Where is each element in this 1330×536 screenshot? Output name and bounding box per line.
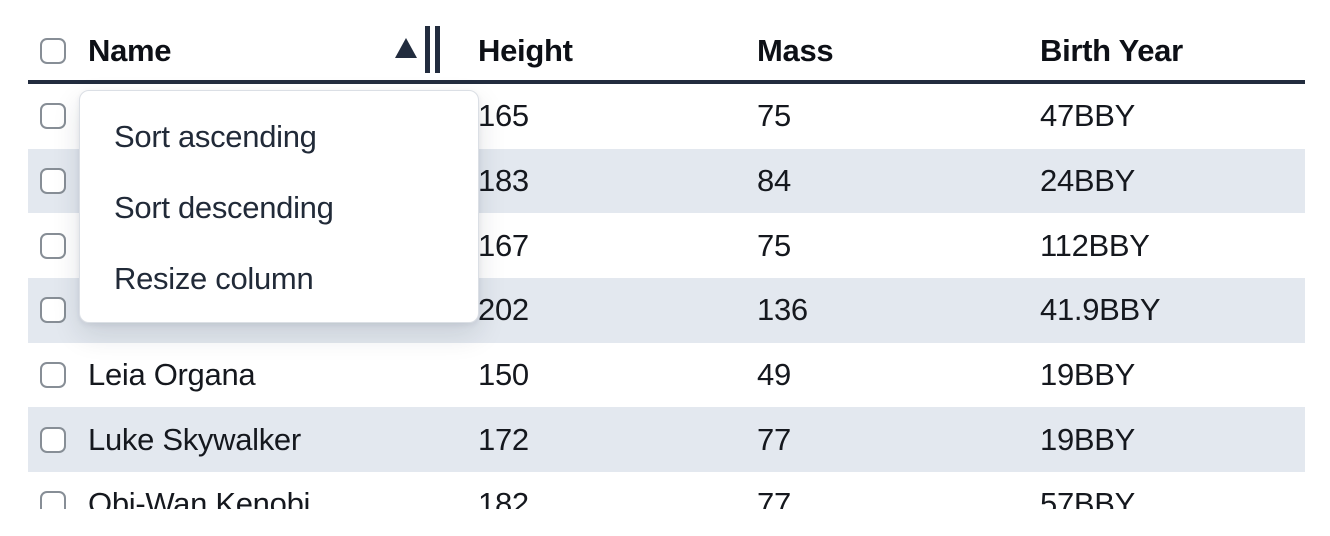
cell-mass: 84 xyxy=(757,163,791,199)
column-header-mass-label: Mass xyxy=(757,33,834,68)
column-resize-handle[interactable] xyxy=(425,26,440,73)
menu-item-label: Resize column xyxy=(114,260,314,296)
menu-item-sort-descending[interactable]: Sort descending xyxy=(80,172,478,243)
cell-mass: 75 xyxy=(757,227,791,263)
cell-height: 172 xyxy=(478,421,529,457)
cell-birth-year: 19BBY xyxy=(1040,421,1136,457)
cell-mass: 75 xyxy=(757,98,791,134)
row-checkbox[interactable] xyxy=(40,168,66,195)
row-checkbox[interactable] xyxy=(40,362,66,389)
table-row[interactable]: Obi-Wan Kenobi 182 77 57BBY xyxy=(28,472,1305,509)
menu-item-label: Sort ascending xyxy=(114,118,317,154)
table-row[interactable]: 165 75 47BBY xyxy=(28,84,1305,149)
column-context-menu: Sort ascending Sort descending Resize co… xyxy=(79,90,479,323)
row-checkbox[interactable] xyxy=(40,297,66,324)
cell-height: 182 xyxy=(478,486,529,509)
cell-height: 202 xyxy=(478,292,529,328)
column-header-height[interactable]: Height xyxy=(462,33,740,69)
cell-height: 150 xyxy=(478,357,529,393)
table-body: 165 75 47BBY 183 84 24BBY 167 75 112BBY … xyxy=(28,84,1305,509)
menu-item-sort-ascending[interactable]: Sort ascending xyxy=(80,101,478,172)
table-row[interactable]: Leia Organa 150 49 19BBY xyxy=(28,343,1305,408)
menu-item-label: Sort descending xyxy=(114,189,334,225)
cell-height: 167 xyxy=(478,227,529,263)
row-checkbox[interactable] xyxy=(40,232,66,259)
cell-name: Obi-Wan Kenobi xyxy=(88,486,311,509)
cell-birth-year: 24BBY xyxy=(1040,163,1136,199)
column-header-height-label: Height xyxy=(478,33,573,68)
select-all-cell xyxy=(28,38,78,64)
cell-mass: 77 xyxy=(757,486,791,509)
cell-birth-year: 19BBY xyxy=(1040,357,1136,393)
select-all-checkbox[interactable] xyxy=(40,38,66,64)
cell-mass: 136 xyxy=(757,292,808,328)
column-header-mass[interactable]: Mass xyxy=(740,33,1024,69)
row-checkbox[interactable] xyxy=(40,491,66,509)
table-header-row: Name Height Mass Birth Year xyxy=(28,0,1305,84)
cell-mass: 49 xyxy=(757,357,791,393)
cell-birth-year: 57BBY xyxy=(1040,486,1136,509)
cell-birth-year: 112BBY xyxy=(1040,227,1150,263)
row-checkbox[interactable] xyxy=(40,426,66,453)
cell-birth-year: 41.9BBY xyxy=(1040,292,1161,328)
column-header-birth-year[interactable]: Birth Year xyxy=(1024,33,1305,69)
cell-height: 165 xyxy=(478,98,529,134)
table-viewport: Name Height Mass Birth Year xyxy=(28,0,1305,509)
sort-ascending-icon xyxy=(395,38,417,58)
data-table: Name Height Mass Birth Year xyxy=(28,0,1305,509)
column-header-name[interactable]: Name xyxy=(78,33,462,69)
table-row[interactable]: 167 75 112BBY xyxy=(28,213,1305,278)
column-header-name-label: Name xyxy=(88,33,172,68)
table-row[interactable]: Luke Skywalker 172 77 19BBY xyxy=(28,407,1305,473)
cell-name: Luke Skywalker xyxy=(88,421,301,457)
cell-height: 183 xyxy=(478,163,529,199)
row-checkbox[interactable] xyxy=(40,103,66,130)
cell-birth-year: 47BBY xyxy=(1040,98,1136,134)
cell-mass: 77 xyxy=(757,421,791,457)
column-header-birth-year-label: Birth Year xyxy=(1040,33,1183,68)
table-row[interactable]: 202 136 41.9BBY xyxy=(28,278,1305,343)
cell-name: Leia Organa xyxy=(88,357,256,393)
menu-item-resize-column[interactable]: Resize column xyxy=(80,243,478,314)
